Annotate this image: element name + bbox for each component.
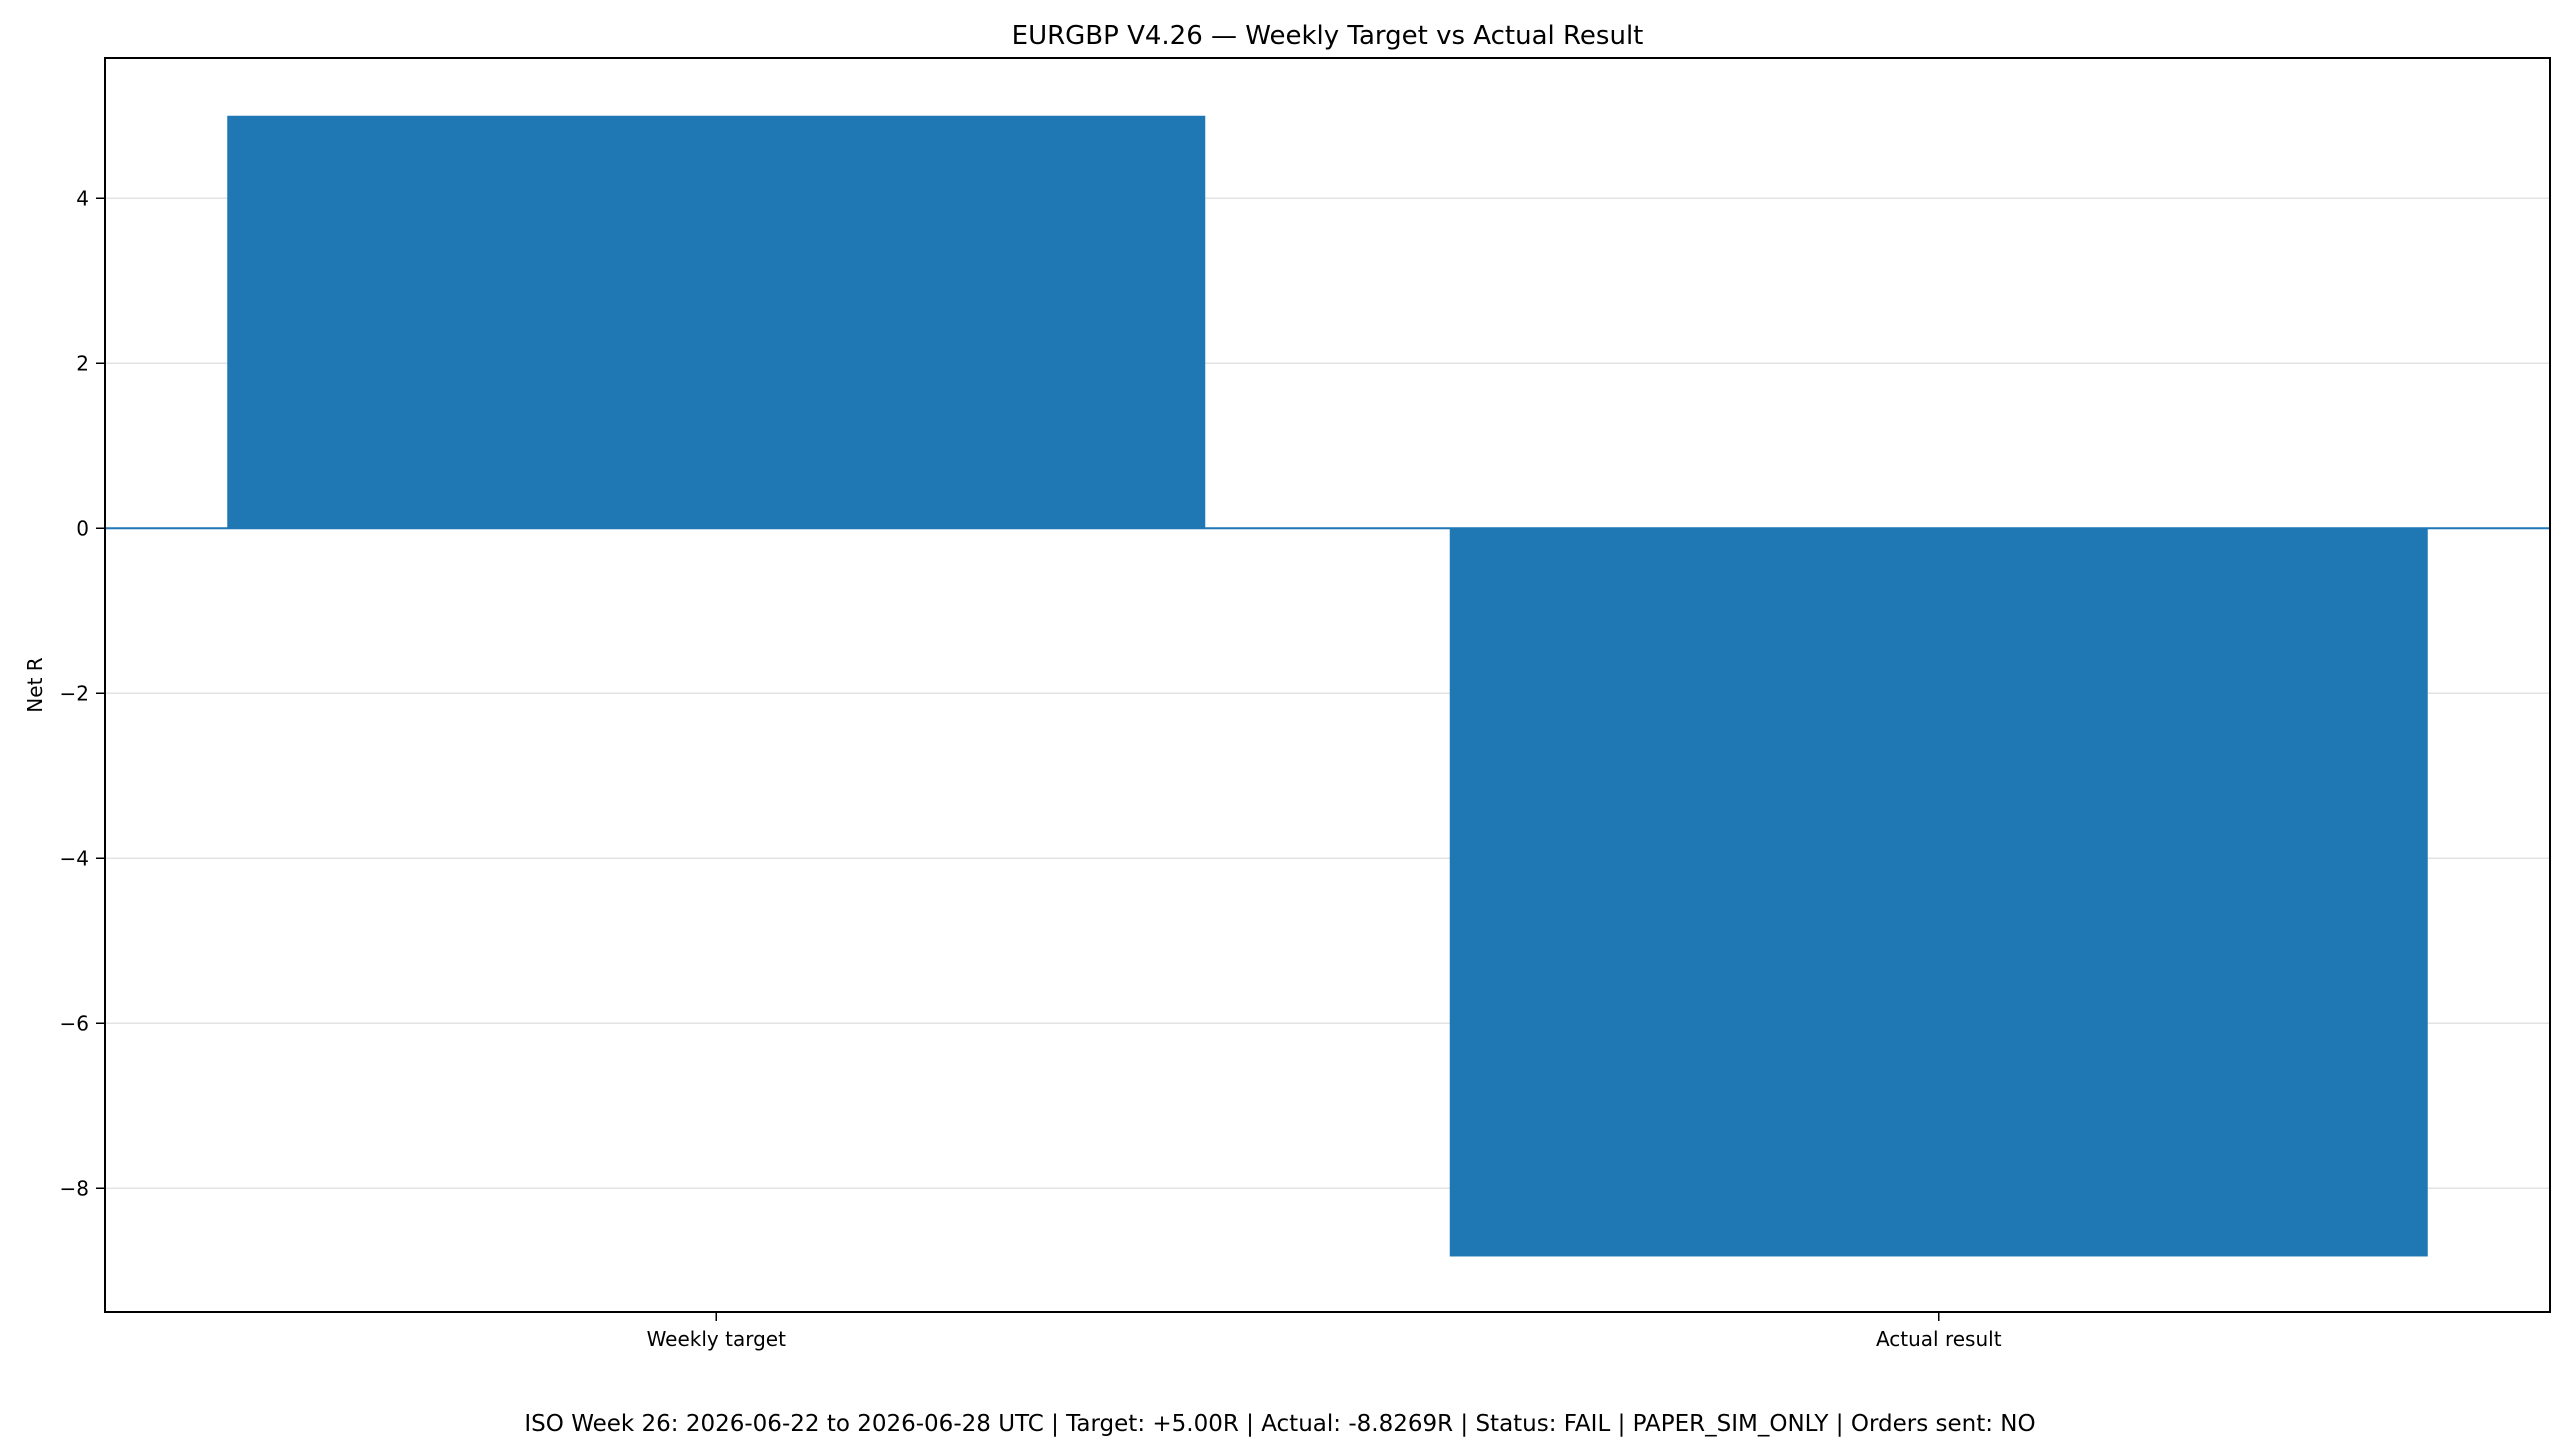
y-tick-label: −6 bbox=[60, 1011, 89, 1035]
plot-frame bbox=[104, 57, 2551, 1313]
y-tick-label: −2 bbox=[60, 681, 89, 705]
chart-title: EURGBP V4.26 — Weekly Target vs Actual R… bbox=[1012, 21, 1644, 51]
y-tick-label: −8 bbox=[60, 1176, 89, 1200]
y-tick-label: 0 bbox=[76, 516, 89, 540]
x-ticks: Weekly target Actual result bbox=[647, 1312, 2002, 1351]
x-tick-label: Actual result bbox=[1876, 1327, 2002, 1351]
bar bbox=[1449, 528, 2428, 1257]
y-tick-label: −4 bbox=[60, 846, 89, 870]
y-tick-label: 2 bbox=[76, 351, 89, 375]
bar bbox=[227, 115, 1206, 529]
bars-layer bbox=[227, 115, 2428, 1257]
chart-caption: ISO Week 26: 2026-06-22 to 2026-06-28 UT… bbox=[524, 1411, 2035, 1437]
x-tick-label: Weekly target bbox=[647, 1327, 787, 1351]
y-axis-label: Net R bbox=[23, 657, 47, 712]
y-ticks: 4 2 0 −2 −4 −6 −8 bbox=[60, 186, 105, 1200]
y-tick-label: 4 bbox=[76, 186, 89, 210]
